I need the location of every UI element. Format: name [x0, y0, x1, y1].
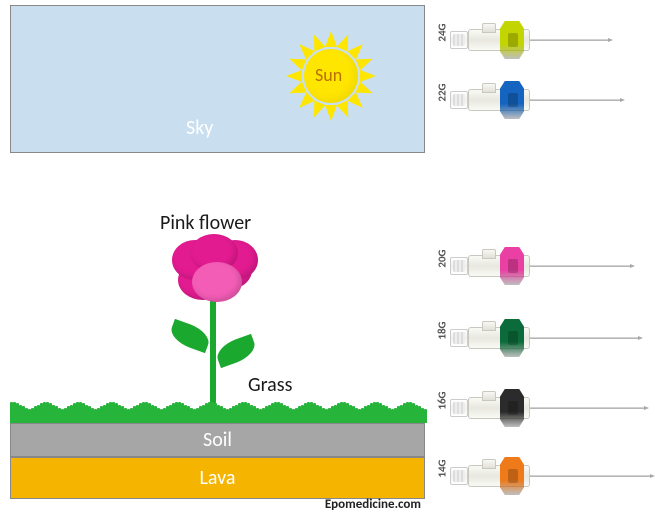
gauge-label: 16G — [436, 389, 449, 413]
needle-icon — [530, 39, 608, 41]
gauge-label: 22G — [436, 81, 449, 105]
luer-lock-icon — [450, 329, 468, 347]
sky-region: Sun Sky — [10, 5, 425, 153]
soil-label: Soil — [203, 428, 232, 452]
injection-port-icon — [482, 23, 496, 33]
gauge-label: 20G — [436, 247, 449, 271]
wing-knob — [508, 331, 518, 345]
gauge-label: 14G — [436, 457, 449, 481]
cannula-column: 24G 22G 20G 18G 16G 14G — [432, 8, 652, 503]
needle-icon — [530, 265, 630, 267]
flower-stem — [210, 295, 216, 405]
luer-lock-icon — [450, 91, 468, 109]
injection-port-icon — [482, 249, 496, 259]
gauge-label: 18G — [436, 319, 449, 343]
wing-knob — [508, 259, 518, 273]
grass-label: Grass — [248, 373, 292, 397]
lava-label: Lava — [200, 466, 236, 490]
flower-leaf-left — [167, 319, 212, 353]
needle-icon — [530, 99, 620, 101]
injection-port-icon — [482, 459, 496, 469]
gauge-label: 24G — [436, 21, 449, 45]
pink-flower-label: Pink flower — [160, 211, 251, 235]
mnemonic-scene: Sun Sky Pink flower Grass Soil Lava Epom… — [10, 5, 425, 505]
luer-lock-icon — [450, 257, 468, 275]
wing-knob — [508, 469, 518, 483]
watermark-text: Epomedicine.com — [325, 497, 421, 512]
needle-icon — [530, 337, 638, 339]
wing-knob — [508, 33, 518, 47]
needle-icon — [530, 475, 650, 477]
cannula-18g: 18G — [432, 318, 652, 358]
soil-region: Soil — [10, 423, 425, 457]
cannula-20g: 20G — [432, 246, 652, 286]
luer-lock-icon — [450, 31, 468, 49]
injection-port-icon — [482, 83, 496, 93]
cannula-24g: 24G — [432, 20, 652, 60]
injection-port-icon — [482, 391, 496, 401]
cannula-22g: 22G — [432, 80, 652, 120]
flower-leaf-right — [213, 334, 258, 368]
luer-lock-icon — [450, 467, 468, 485]
needle-icon — [530, 407, 644, 409]
wing-knob — [508, 93, 518, 107]
cannula-14g: 14G — [432, 456, 652, 496]
lava-region: Lava — [10, 457, 425, 499]
cannula-16g: 16G — [432, 388, 652, 428]
sky-label: Sky — [186, 116, 213, 140]
sun-label: Sun — [315, 64, 342, 86]
grass-region — [10, 397, 425, 423]
luer-lock-icon — [450, 399, 468, 417]
injection-port-icon — [482, 321, 496, 331]
flower-head — [168, 240, 258, 310]
wing-knob — [508, 401, 518, 415]
